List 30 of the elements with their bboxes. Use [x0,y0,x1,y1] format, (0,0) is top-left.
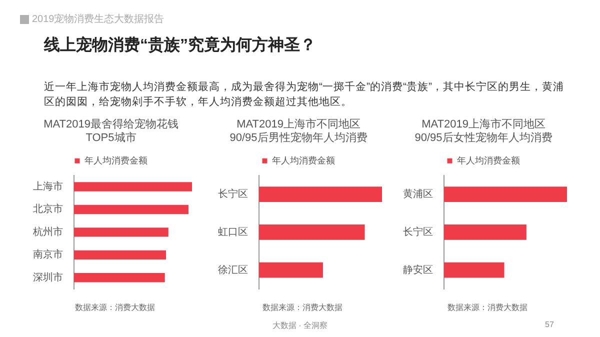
text: 线上宠物消费“贵族”究竟为何方神圣？ [44,35,316,56]
y-tick-label: 杭州市 [32,226,63,238]
legend-label: 年人均消费金额 [272,155,335,166]
y-tick-label: 北京市 [33,203,63,216]
y-tick-label: 深圳市 [33,271,63,284]
y-tick-label: 长宁区 [403,226,433,238]
y-tick-label: 静安区 [403,264,433,276]
text: 大数据 · 全洞察 [272,321,328,330]
y-tick-label: 虹口区 [218,226,248,238]
y-tick-label: 上海市 [33,180,63,193]
bar [74,204,188,214]
y-tick-label: 徐汇区 [218,264,248,276]
legend-label: 年人均消费金额 [456,155,520,166]
legend-label: 年人均消费金额 [84,155,148,166]
chart-title: MAT2019最舍得给宠物花钱 TOP5城市 [44,118,178,144]
text: 57 [545,320,554,329]
bar [74,228,168,237]
text: 近一年上海市宠物人均消费金额最高，成为最舍得为宠物“一掷千金”的消费“贵族”，其中长宁区的男生，黄浦区的囡囡，给宠物剁手不手软，年人均消费金额超过其他地区。 [44,80,564,110]
bar [74,273,165,282]
text: 2019宠物消费生态大数据报告 [32,12,164,26]
source-note: 数据来源：消费大数据 [74,302,156,313]
y-tick-label: 南京市 [33,248,63,261]
bar [74,182,192,192]
bar [74,250,166,260]
chart-title: MAT2019上海市不同地区 90/95后女性宠物年人均消费 [414,118,552,144]
source-note: 数据来源：消费大数据 [446,302,528,313]
y-tick-label: 长宁区 [218,188,248,200]
source-note: 数据来源：消费大数据 [262,302,344,313]
chart-title: MAT2019上海市不同地区 90/95后男性宠物年人均消费 [230,118,368,144]
y-tick-label: 黄浦区 [403,188,433,200]
